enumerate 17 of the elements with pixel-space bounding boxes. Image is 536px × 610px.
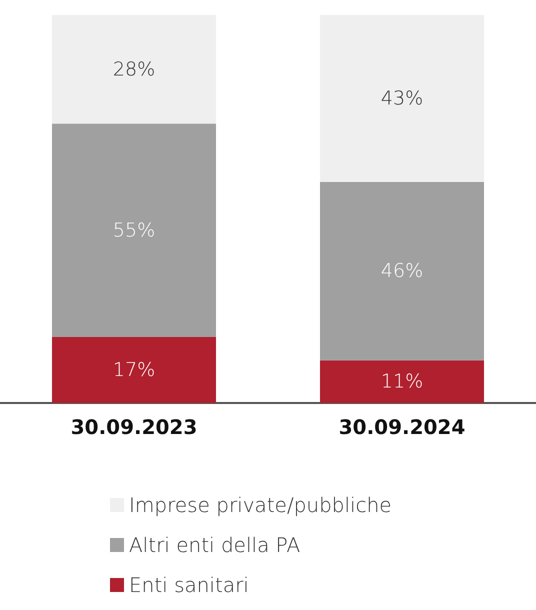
legend-label: Imprese private/pubbliche [129, 493, 392, 517]
data-label: 28% [112, 58, 156, 80]
x-tick-label: 30.09.2024 [338, 415, 466, 439]
bar [320, 182, 484, 360]
data-label: 11% [380, 370, 424, 393]
legend-label: Enti sanitari [129, 573, 249, 597]
bar [52, 124, 216, 338]
data-label: 46% [380, 260, 424, 282]
legend-label: Altri enti della PA [129, 533, 300, 557]
data-label: 17% [112, 359, 156, 382]
x-tick-label: 30.09.2023 [70, 415, 198, 439]
bar [320, 360, 484, 403]
bar [52, 15, 216, 124]
bar [320, 15, 484, 182]
data-label: 43% [380, 87, 424, 110]
data-label: 55% [112, 219, 156, 242]
bar [52, 337, 216, 403]
